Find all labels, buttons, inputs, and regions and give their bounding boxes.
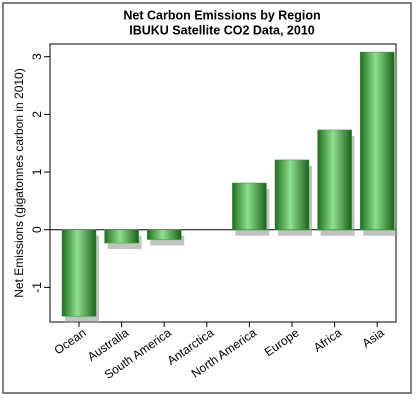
y-tick-label: 1 — [30, 168, 44, 175]
bar — [104, 229, 139, 244]
y-axis-label: Net Emissions (gigatonnes carbon in 2010… — [12, 68, 26, 297]
bar — [359, 51, 395, 230]
chart-subtitle: IBUKU Satellite CO2 Data, 2010 — [129, 23, 315, 37]
bar-shadow — [150, 235, 185, 246]
y-tick-label: -1 — [30, 282, 44, 293]
bar — [274, 159, 310, 230]
y-tick-label: 3 — [30, 53, 44, 60]
bar — [61, 229, 97, 317]
chart-title: Net Carbon Emissions by Region — [123, 8, 320, 22]
bar — [317, 129, 352, 230]
bar — [146, 229, 182, 240]
bar — [232, 182, 267, 230]
y-tick-label: 0 — [30, 226, 44, 233]
y-tick-label: 2 — [30, 111, 44, 118]
